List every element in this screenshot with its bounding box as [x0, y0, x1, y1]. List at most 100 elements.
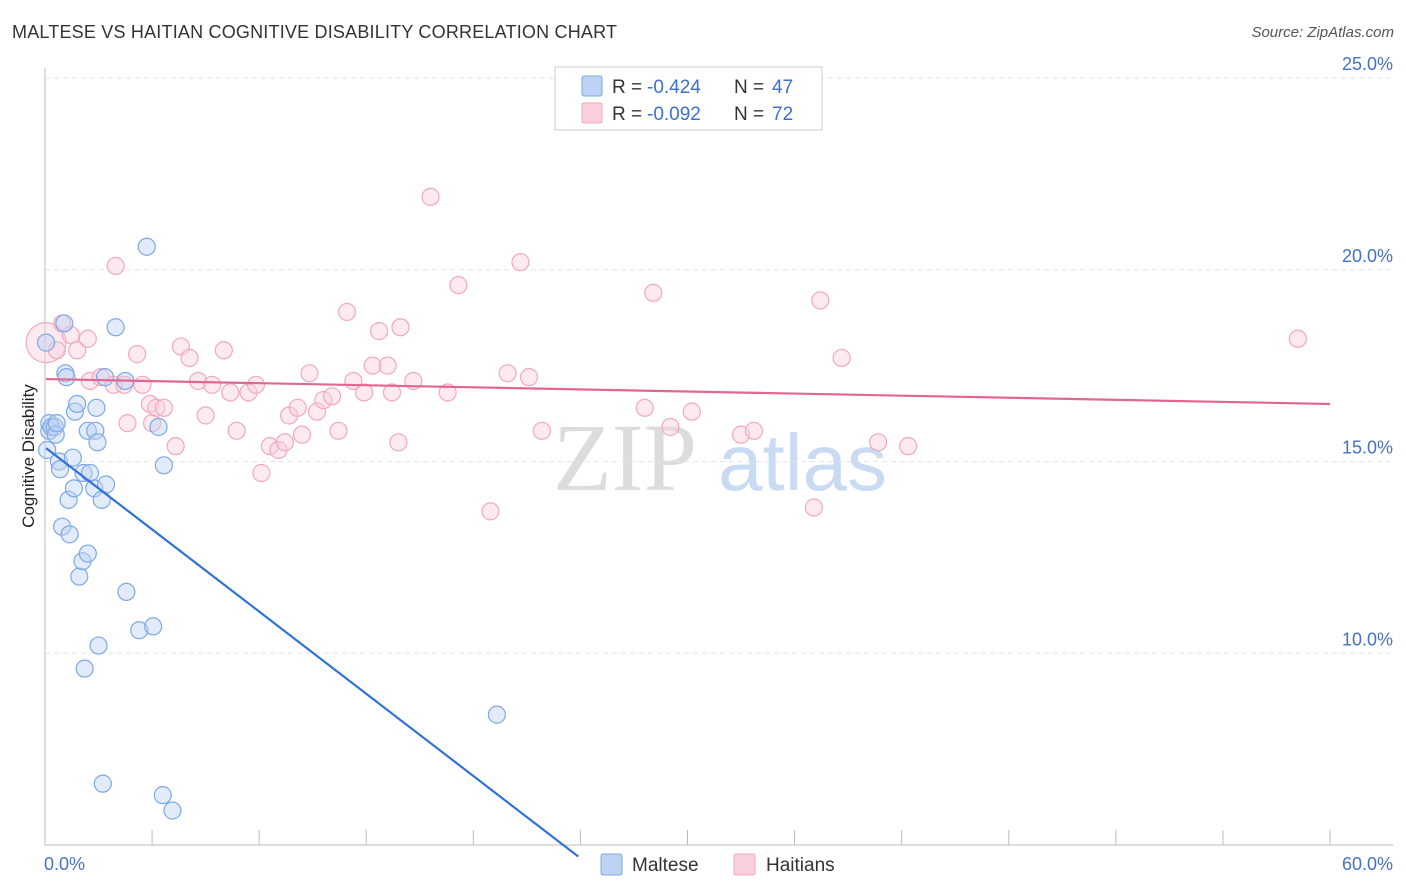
haitians-point: [246, 375, 266, 394]
maltese-point: [80, 463, 100, 483]
maltese-point: [106, 318, 125, 337]
maltese-point: [149, 417, 168, 437]
legend-swatch-maltese: [581, 75, 603, 97]
maltese-point: [117, 582, 136, 601]
haitians-point: [744, 421, 763, 440]
haitians-point: [180, 348, 199, 368]
axes: [44, 68, 1393, 846]
haitians-point: [133, 375, 152, 394]
maltese-point: [63, 448, 82, 467]
correlation-legend: R = -0.424 N = 47 R = -0.092 N = 72: [554, 66, 823, 131]
maltese-point: [95, 368, 115, 387]
y-tick-label-20: 20.0%: [1342, 246, 1393, 266]
haitians-point: [421, 187, 440, 206]
source-label: Source: ZipAtlas.com: [1251, 24, 1394, 41]
maltese-point: [64, 479, 84, 498]
haitians-point: [832, 348, 851, 368]
legend-r-value-maltese: -0.424: [647, 77, 701, 98]
haitians-point: [300, 364, 319, 383]
haitians-point: [370, 322, 389, 341]
haitians-point: [227, 421, 246, 440]
maltese-point: [88, 433, 107, 452]
maltese-point: [163, 801, 182, 820]
maltese-point: [487, 705, 506, 724]
haitians-point: [288, 398, 307, 417]
maltese-point: [86, 421, 105, 440]
haitians-point: [1288, 329, 1307, 348]
trend-lines: [45, 377, 1331, 858]
x-tick-label-max: 60.0%: [1342, 854, 1393, 874]
maltese-point: [74, 463, 93, 483]
haitians-point: [275, 433, 294, 452]
bottom-legend-label-haitians: Haitians: [766, 855, 835, 876]
maltese-point: [75, 659, 94, 678]
haitians-point: [898, 437, 918, 456]
maltese-point: [92, 490, 111, 509]
y-tick-label-25: 25.0%: [1342, 54, 1393, 74]
haitians-point: [389, 433, 408, 452]
maltese-point: [47, 414, 66, 433]
haitians-point: [61, 325, 80, 345]
haitians-point: [661, 417, 680, 437]
y-tick-label-10: 10.0%: [1342, 629, 1393, 649]
haitians-point: [106, 256, 125, 276]
haitians-point: [307, 402, 327, 421]
haitians-point: [221, 383, 240, 402]
maltese-point: [89, 636, 108, 655]
haitians-point: [154, 398, 173, 417]
haitians-point: [127, 345, 147, 364]
haitians-point: [682, 402, 701, 421]
legend-n-value-maltese: 47: [772, 77, 793, 98]
maltese-point: [70, 567, 89, 586]
maltese-point: [53, 517, 72, 536]
maltese-point: [87, 398, 106, 417]
maltese-point: [137, 237, 156, 256]
bottom-legend-swatch-maltese: [600, 853, 623, 876]
legend-n-label-haitians: N =: [734, 104, 764, 125]
haitians-point: [355, 383, 374, 402]
haitians-points: [25, 187, 1307, 521]
legend-n-label-maltese: N =: [734, 77, 764, 98]
haitians-point: [378, 356, 397, 375]
legend-r-label-maltese: R =: [612, 77, 642, 98]
maltese-point: [93, 774, 112, 793]
haitians-point: [118, 414, 137, 433]
haitians-point: [519, 368, 539, 387]
haitians-point: [337, 302, 357, 322]
x-tick-label-min: 0.0%: [44, 854, 85, 874]
maltese-points: [36, 237, 506, 820]
legend-swatch-haitians: [581, 102, 603, 124]
haitians-point: [532, 421, 551, 440]
haitians-point: [147, 398, 166, 417]
legend-r-label-haitians: R =: [612, 104, 642, 125]
maltese-point: [153, 786, 172, 805]
maltese-point: [50, 460, 70, 479]
haitians-point: [449, 275, 468, 295]
maltese-point: [60, 525, 79, 544]
haitians-point: [811, 291, 830, 310]
maltese-point: [59, 490, 78, 509]
haitians-point: [438, 383, 457, 402]
maltese-point: [36, 333, 56, 352]
maltese-point: [78, 544, 97, 563]
haitians-point: [481, 502, 500, 521]
bottom-legend-label-maltese: Maltese: [632, 855, 699, 876]
y-tick-label-15: 15.0%: [1342, 438, 1393, 458]
haitians-point: [391, 318, 410, 337]
haitians-point: [498, 364, 517, 383]
maltese-trend-line: [45, 447, 579, 858]
haitians-point: [804, 498, 823, 517]
bottom-legend-swatch-haitians: [733, 853, 756, 876]
y-axis-label: Cognitive Disability: [19, 384, 38, 528]
haitians-point: [382, 383, 402, 402]
haitians-point: [196, 406, 215, 425]
haitians-point: [511, 252, 530, 272]
gridlines: [45, 77, 1393, 654]
haitians-point: [78, 329, 97, 348]
maltese-point: [55, 314, 74, 333]
haitians-point: [292, 425, 312, 444]
haitians-point: [214, 341, 233, 360]
chart-title: MALTESE VS HAITIAN COGNITIVE DISABILITY …: [12, 22, 618, 42]
haitians-point: [314, 391, 333, 410]
